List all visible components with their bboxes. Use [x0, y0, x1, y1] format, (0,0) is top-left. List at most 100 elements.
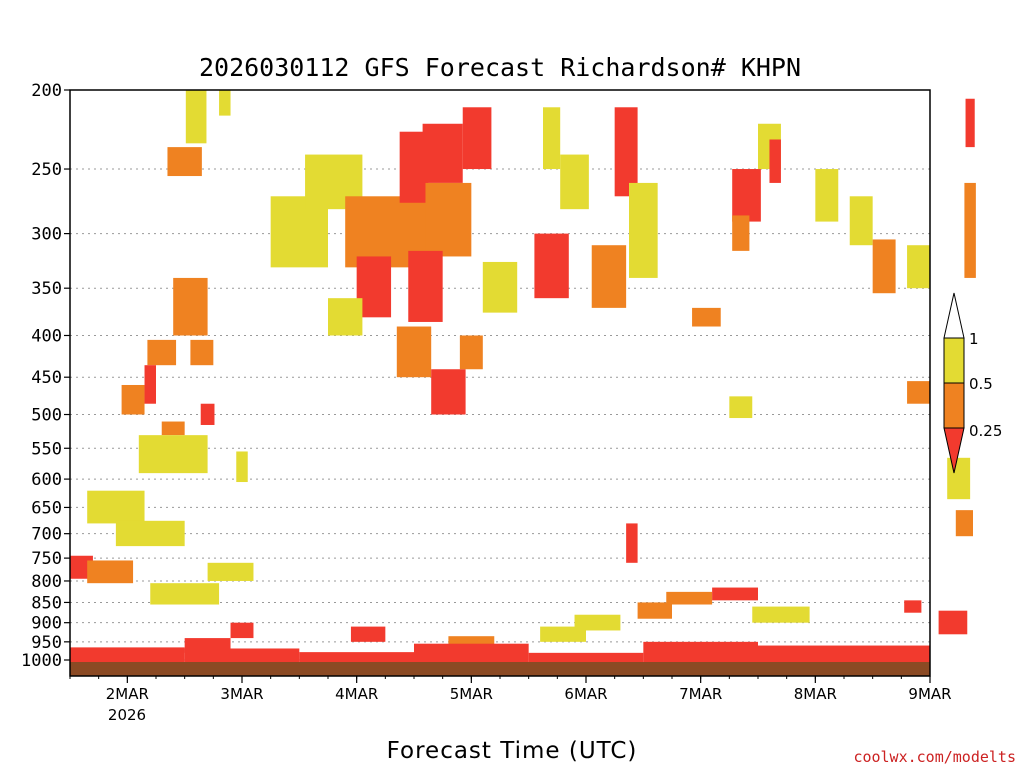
ground-layer [70, 662, 930, 676]
colorbar-bin-gt1 [943, 292, 965, 339]
colorbar-tick-0.25: 0.25 [969, 422, 1002, 440]
heatmap-cell-44 [729, 396, 753, 419]
y-tick-label-600: 600 [31, 470, 62, 490]
y-axis-ticks: 200 250 300 350 400 450 500 550 600 650 700 750 8008… [21, 81, 70, 671]
heatmap-cell-5 [190, 339, 214, 366]
colorbar-tick-1: 1 [969, 330, 979, 348]
heatmap-cell-38 [629, 182, 658, 278]
y-tick-label-750: 750 [31, 549, 62, 569]
heatmap-cell-7 [144, 365, 156, 404]
heatmap-cell-3 [173, 277, 208, 336]
heatmap-cell-65 [626, 523, 638, 563]
heatmap-cell-30 [431, 369, 466, 415]
heatmap-cell-50 [947, 457, 971, 500]
x-tick-label-2MAR: 2MAR [106, 685, 149, 703]
heatmap-cell-4 [147, 339, 177, 366]
heatmap-cell-61 [752, 606, 810, 623]
heatmap-cell-42 [732, 215, 750, 251]
heatmap-cell-14 [87, 560, 134, 584]
y-tick-label-700: 700 [31, 525, 62, 545]
y-tick-label-450: 450 [31, 368, 62, 388]
heatmap-cell-33 [534, 233, 569, 299]
chart-title: 2026030112 GFS Forecast Richardson# KHPN [199, 53, 801, 82]
x-tick-year: 2026 [108, 706, 146, 724]
x-tick-label-8MAR: 8MAR [794, 685, 837, 703]
heatmap-cell-31 [459, 335, 483, 370]
heatmap-cell-59 [666, 591, 713, 605]
x-tick-label-6MAR: 6MAR [564, 685, 607, 703]
surface-band-segment-2 [299, 652, 414, 662]
heatmap-cell-60 [712, 587, 758, 601]
y-tick-label-950: 950 [31, 633, 62, 653]
surface-band-segment-0 [70, 647, 185, 662]
heatmap-cell-64 [236, 451, 248, 483]
heatmap-cell-63 [448, 636, 495, 648]
heatmap-cell-46 [849, 196, 873, 246]
y-tick-label-250: 250 [31, 160, 62, 180]
heatmap-cell-49 [907, 381, 930, 404]
heatmap-cell-36 [591, 245, 627, 308]
y-tick-label-350: 350 [31, 279, 62, 299]
heatmap-cell-45 [815, 169, 839, 222]
heatmap-cell-32 [482, 261, 518, 313]
colorbar-bin-0.25-0.5 [943, 382, 965, 429]
heatmap-cell-0 [185, 90, 207, 144]
heatmap-cell-57 [574, 614, 621, 631]
credit-text: coolwx.com/modelts [853, 748, 1016, 766]
heatmap-cell-43 [769, 139, 781, 183]
heatmap-cell-23 [422, 123, 463, 183]
y-tick-label-300: 300 [31, 225, 62, 245]
heatmap-cell-6 [121, 384, 145, 415]
heatmap-cell-15 [150, 583, 220, 605]
heatmap-cell-11 [87, 490, 145, 524]
heatmap-cell-10 [138, 435, 208, 474]
heatmap-cell-25 [425, 182, 472, 257]
heatmap-cell-12 [115, 520, 185, 547]
heatmap-cell-17 [230, 622, 254, 639]
heatmap-cell-27 [408, 250, 443, 322]
x-axis-label: Forecast Time (UTC) [387, 738, 638, 764]
colorbar-tick-0.5: 0.5 [969, 375, 993, 393]
y-tick-label-800: 800 [31, 572, 62, 592]
x-tick-label-9MAR: 9MAR [908, 685, 951, 703]
heatmap-cell-48 [907, 245, 930, 289]
y-tick-label-550: 550 [31, 439, 62, 459]
y-tick-label-400: 400 [31, 326, 62, 346]
heatmap-cell-54 [938, 610, 968, 635]
surface-band-segment-4 [528, 652, 644, 662]
heatmap-cell-40 [732, 169, 761, 222]
x-tick-label-7MAR: 7MAR [679, 685, 722, 703]
heatmap-cell-35 [543, 107, 561, 170]
heatmap-cell-16 [207, 562, 254, 581]
y-tick-label-1000: 1000 [21, 651, 62, 671]
y-tick-label-850: 850 [31, 593, 62, 613]
heatmap-cell-52 [964, 182, 976, 278]
heatmap-cell-34 [560, 154, 589, 210]
heatmap-cell-55 [904, 600, 922, 613]
x-axis-ticks: 2MAR 3MAR 4MAR 5MAR 6MAR 7MAR 8MAR 9MAR [69, 676, 952, 703]
heatmap-cell-47 [872, 239, 896, 294]
ground-fill [70, 662, 930, 676]
heatmap-cell-39 [692, 307, 721, 327]
y-tick-label-650: 650 [31, 498, 62, 518]
surface-band [70, 641, 930, 662]
heatmap-cell-51 [955, 510, 973, 537]
y-tick-label-900: 900 [31, 614, 62, 634]
heatmap-cell-29 [396, 326, 432, 378]
surface-band-segment-1 [184, 648, 300, 662]
x-tick-label-3MAR: 3MAR [220, 685, 263, 703]
heatmap-cell-28 [328, 298, 363, 336]
surface-band-segment-6 [758, 645, 930, 662]
heatmap-cell-53 [965, 98, 975, 148]
heatmap-cell-37 [614, 107, 638, 197]
y-tick-label-200: 200 [31, 81, 62, 101]
x-tick-label-5MAR: 5MAR [450, 685, 493, 703]
heatmap-cell-2 [219, 90, 231, 116]
heatmap-cell-8 [200, 403, 215, 425]
y-tick-label-500: 500 [31, 406, 62, 426]
heatmap-cell-24 [462, 107, 492, 170]
heatmap-cells [70, 90, 976, 653]
colorbar-bin-lt0.25 [943, 427, 965, 474]
surface-band-segment-3 [414, 643, 529, 662]
